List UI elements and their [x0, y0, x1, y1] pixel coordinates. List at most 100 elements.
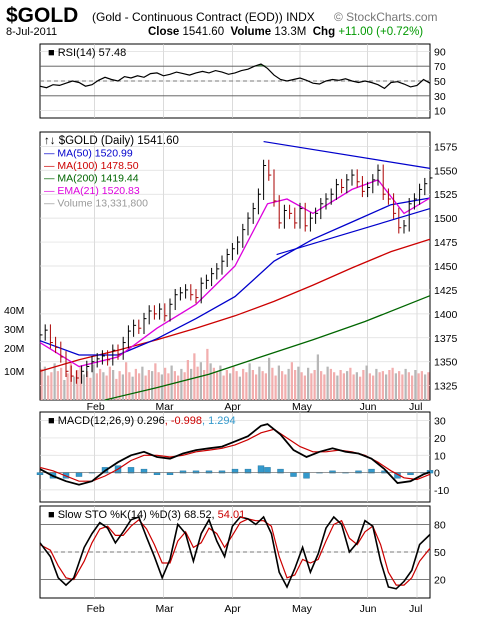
macd-histogram-bar — [303, 472, 310, 479]
macd-legend: ■ MACD(12,26,9) 0.296, -0.998, 1.294 — [48, 415, 236, 427]
volume-bar — [193, 353, 196, 400]
macd-histogram-bar — [218, 470, 226, 474]
volume-bar — [398, 371, 401, 400]
close-label: Close — [148, 26, 180, 38]
macd-histogram-bar — [75, 472, 83, 477]
volume-tick-label: 30M — [4, 324, 24, 336]
month-label-jul: Jul — [409, 603, 422, 615]
month-label-jun: Jun — [360, 603, 377, 615]
volume-bar — [417, 373, 420, 400]
volume-bar — [372, 375, 375, 400]
volume-bar — [287, 368, 290, 400]
volume-bar — [300, 372, 303, 400]
volume-bar — [144, 375, 147, 400]
close-value: 1541.60 — [182, 26, 225, 38]
volume-bar — [147, 370, 150, 400]
macd-histogram-bar — [329, 470, 336, 474]
macd-legend-item: , -0.998 — [165, 415, 202, 427]
price-legend-2: — MA(100) 1478.50 — [44, 160, 139, 172]
volume-bar — [167, 373, 170, 400]
volume-bar — [411, 375, 414, 400]
volume-bar — [112, 370, 115, 400]
y-tick-label: 0 — [434, 468, 440, 480]
y-tick-label: 1325 — [434, 381, 458, 393]
month-label-feb: Feb — [87, 603, 105, 615]
y-tick-label: 20 — [434, 433, 446, 445]
volume-tick-label: 20M — [4, 343, 24, 355]
chg-value: +11.00 (+0.72%) — [338, 26, 424, 38]
volume-bar — [336, 375, 339, 400]
volume-bar — [212, 367, 215, 400]
volume-bar — [394, 373, 397, 400]
volume-bar — [118, 371, 121, 400]
volume-bar — [121, 374, 124, 400]
volume-bar — [209, 363, 212, 400]
volume-bar — [323, 374, 326, 400]
volume-bar — [349, 367, 352, 400]
volume-bar — [381, 371, 384, 400]
macd-legend-item: ■ MACD(12,26,9) 0.296 — [48, 415, 165, 427]
volume-bar — [238, 376, 241, 400]
instrument-name: (Gold - Continuous Contract (EOD)) INDX — [92, 10, 315, 24]
volume-bar — [368, 373, 371, 400]
volume-bar — [79, 366, 82, 400]
volume-bar — [141, 366, 144, 400]
sto-legend-item: 54.01 — [215, 509, 246, 521]
macd-histogram-bar — [264, 467, 271, 474]
volume-bar — [92, 364, 95, 400]
y-tick-label: 10 — [434, 106, 446, 118]
y-tick-label: 1375 — [434, 333, 458, 345]
macd-legend-item: , 1.294 — [202, 415, 236, 427]
volume-value: 13.3M — [274, 26, 307, 38]
volume-bar — [157, 372, 160, 400]
volume-bar — [131, 376, 134, 400]
y-tick-label: -10 — [434, 485, 449, 497]
trendline-1 — [263, 140, 431, 169]
volume-bar — [385, 374, 388, 400]
sto-legend-item: ■ Slow STO %K(14) — [48, 509, 147, 521]
volume-bar — [339, 370, 342, 400]
volume-tick-label: 40M — [4, 305, 24, 317]
ma200-line — [104, 295, 431, 401]
volume-bar — [297, 366, 300, 400]
volume-bar — [229, 373, 232, 400]
volume-bar — [258, 366, 261, 400]
macd-histogram-bar — [290, 472, 297, 477]
volume-bar — [313, 370, 316, 400]
volume-bar — [199, 362, 202, 400]
volume-bar — [388, 370, 391, 400]
month-label-apr: Apr — [224, 603, 241, 615]
volume-bar — [66, 373, 69, 400]
volume-bar — [294, 370, 297, 400]
volume-bar — [180, 368, 183, 400]
volume-bar — [355, 372, 358, 400]
quote-line: Close 1541.60 Volume 13.3M Chg +11.00 (+… — [148, 26, 423, 38]
month-label-jul: Jul — [409, 401, 422, 413]
macd-histogram-bar — [355, 470, 362, 474]
volume-bar — [245, 372, 248, 400]
volume-bar — [401, 374, 404, 400]
volume-bar — [105, 375, 108, 400]
macd-histogram-bar — [368, 468, 375, 474]
month-label-mar: Mar — [156, 401, 175, 413]
y-tick-label: 90 — [434, 46, 446, 58]
volume-bar — [235, 371, 238, 400]
y-tick-label: 1400 — [434, 309, 458, 321]
volume-bar — [73, 376, 76, 400]
volume-bar — [352, 374, 355, 400]
volume-bar — [50, 372, 53, 400]
ma50-line — [39, 197, 431, 356]
y-tick-label: 10 — [434, 450, 446, 462]
macd-histogram-bar — [231, 468, 239, 474]
volume-bar — [216, 372, 219, 400]
volume-bar — [225, 370, 228, 400]
trendline-2 — [276, 207, 431, 256]
volume-bar — [342, 373, 345, 400]
price-legend-1: — MA(50) 1520.99 — [44, 148, 133, 160]
volume-bar — [173, 371, 176, 400]
volume-bar — [190, 368, 193, 400]
y-tick-label: 30 — [434, 91, 446, 103]
sto-legend: ■ Slow STO %K(14) %D(3) 68.52, 54.01 — [48, 509, 245, 521]
volume-bar — [125, 362, 128, 400]
